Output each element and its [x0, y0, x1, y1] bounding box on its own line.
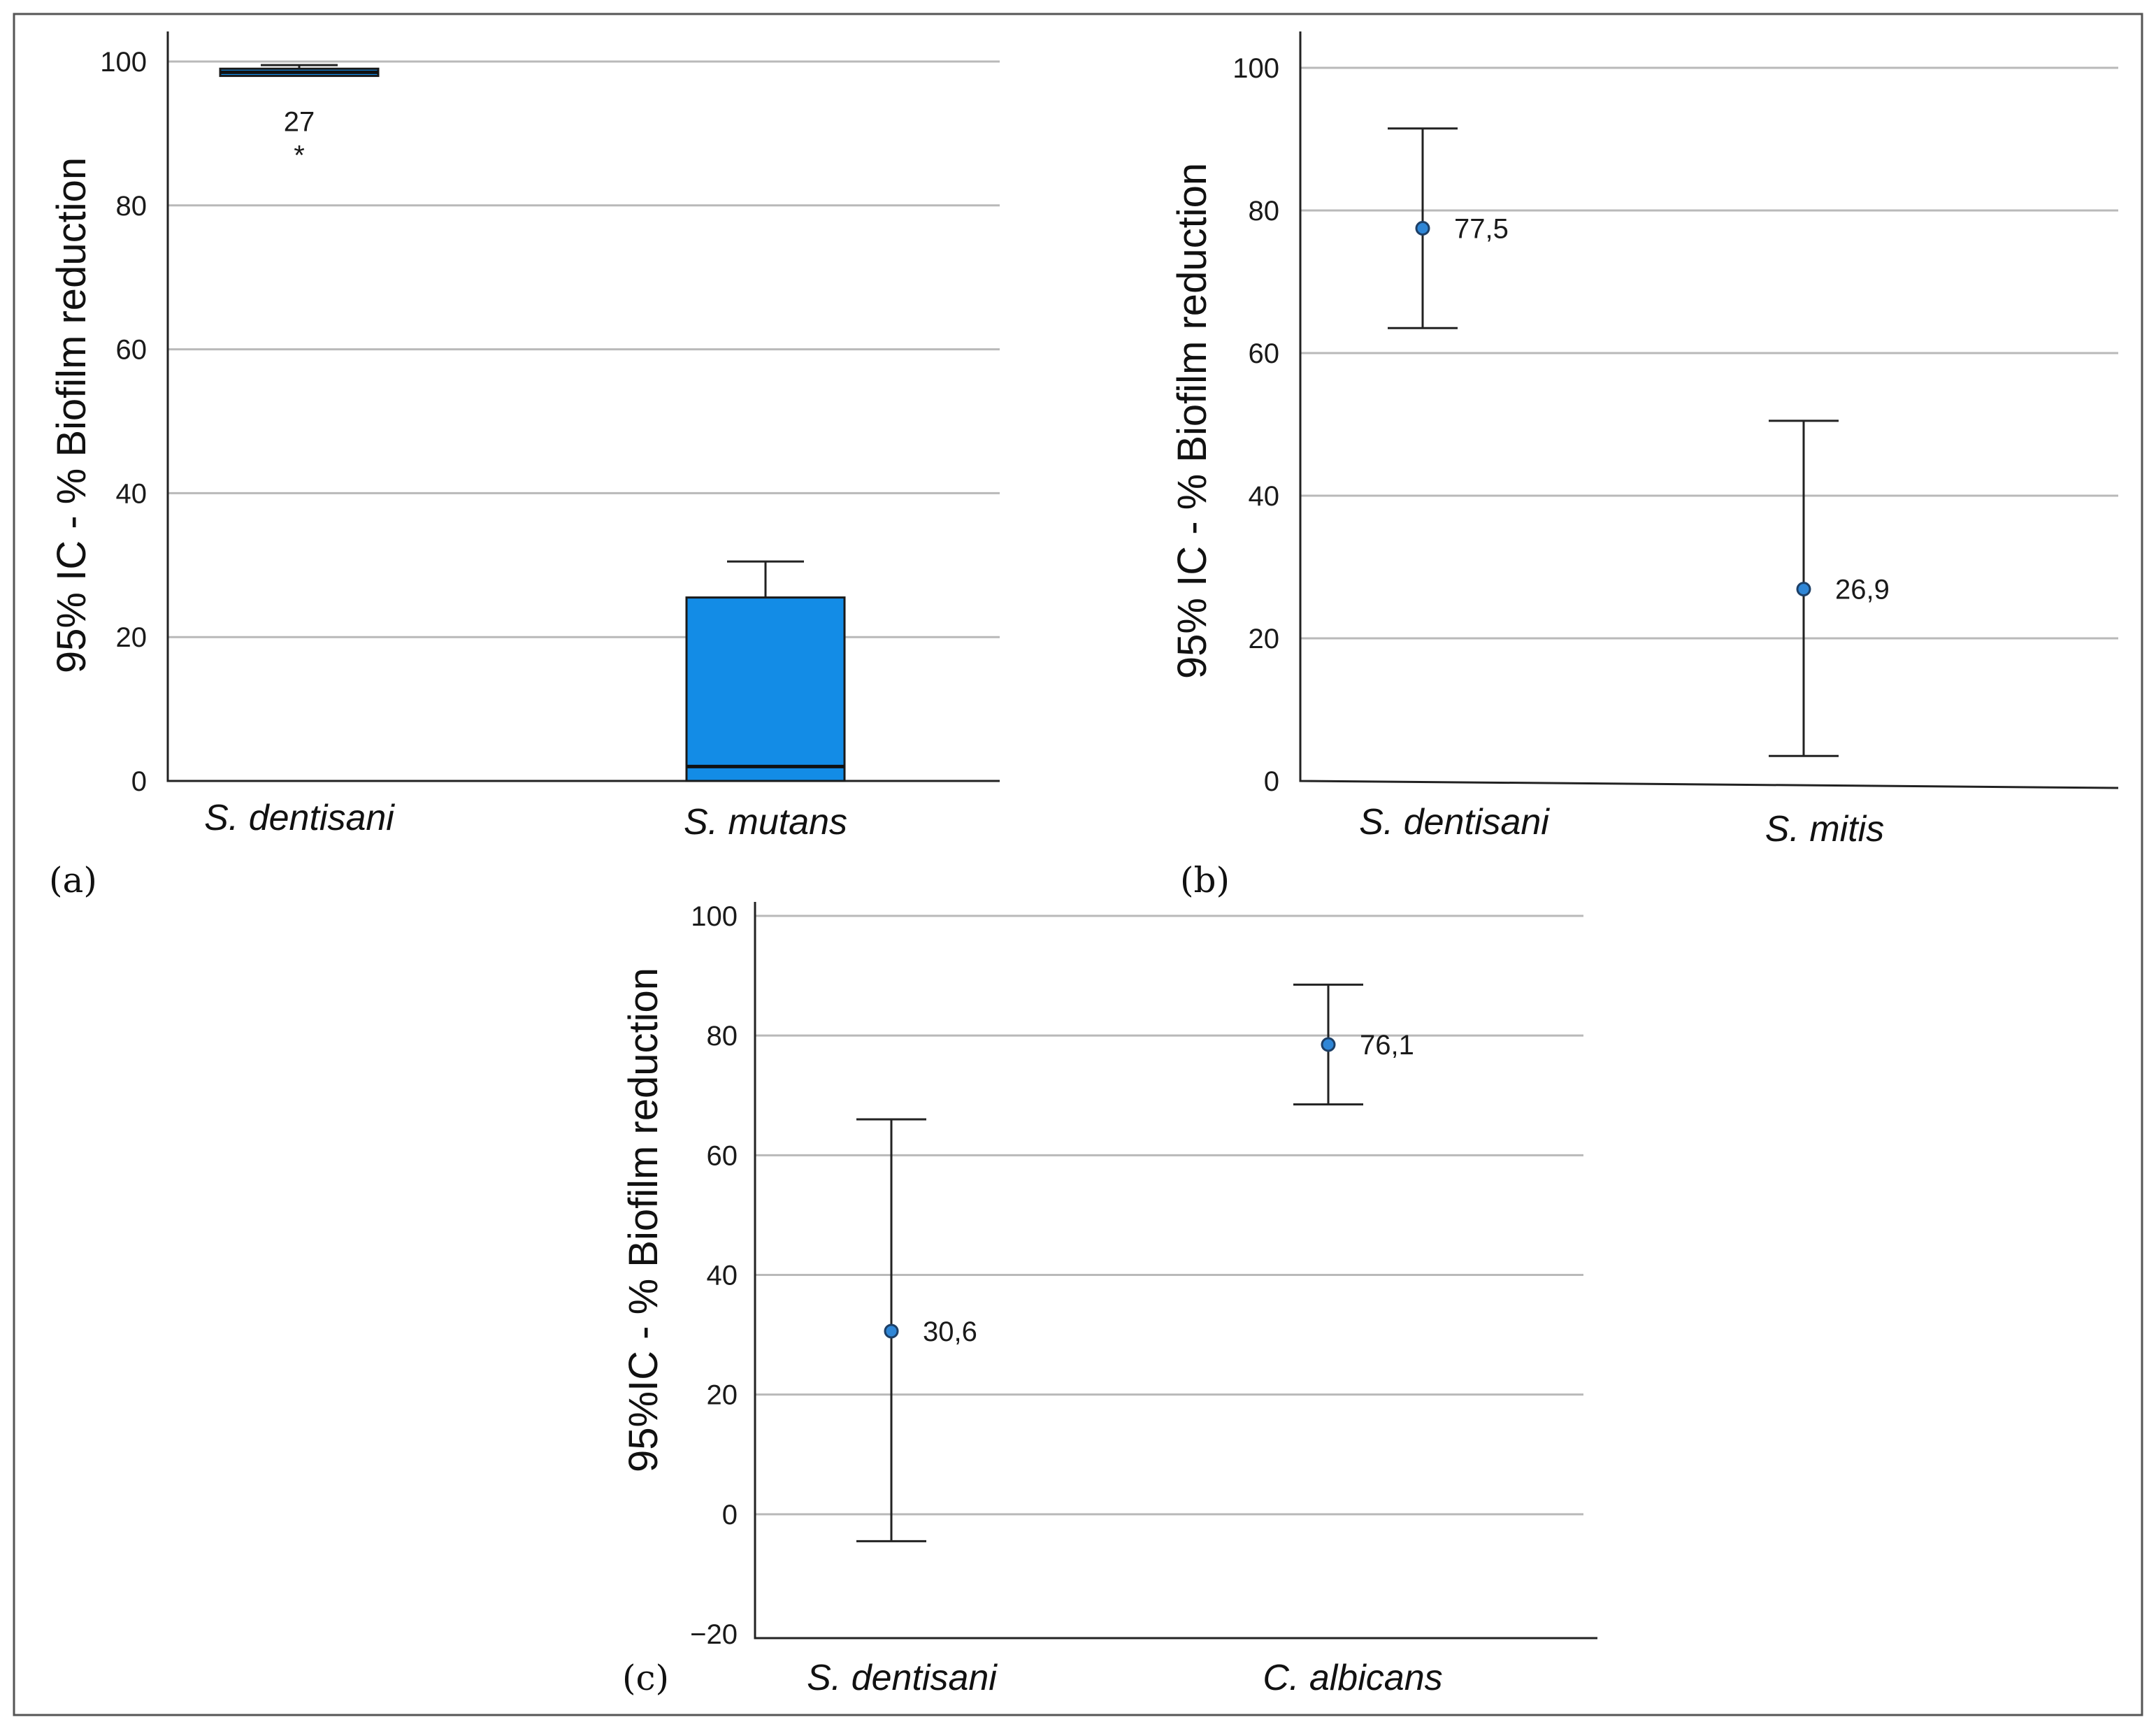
panel-b-y-tick-label: 80	[1249, 196, 1280, 227]
panel-c-label: (c)	[622, 1658, 669, 1698]
panel-a-y-tick-label: 100	[100, 47, 147, 78]
panel-c-axes	[754, 902, 1597, 1640]
panel-b-y-axis-label: 95% IC - % Biofilm reduction	[1170, 163, 1215, 679]
panel-b-mean-label: 77,5	[1454, 214, 1509, 245]
panel-a-y-tick-label: 20	[116, 622, 148, 653]
panel-b-mean-label: 26,9	[1835, 575, 1890, 605]
panel-a-label: (a)	[49, 860, 97, 901]
figure-frame	[13, 13, 2143, 1716]
panel-c-y-tick-label: 40	[707, 1261, 738, 1291]
panel-c-y-tick-label: 60	[707, 1140, 738, 1171]
panel-c-marks: 30,6 76,1	[856, 983, 1414, 1542]
panel-b-y-tick-label: 100	[1232, 53, 1279, 84]
panel-c-y-tick-label: 20	[707, 1380, 738, 1411]
panel-a-category-label-1: S. mutans	[684, 802, 847, 842]
panel-b-y-tick-label: 40	[1249, 481, 1280, 512]
panel-a-y-tick-label: 40	[116, 478, 148, 509]
panel-b: 0 20 40 60 80 100 77,5 26,9 95% IC - % Biofilm…	[1170, 31, 2119, 901]
panel-b-y-tick-label: 0	[1264, 766, 1279, 797]
panel-b-y-tick-label: 60	[1249, 338, 1280, 369]
panel-c-y-ticks: −20 0 20 40 60 80 100	[690, 901, 738, 1650]
panel-b-mean-point	[1415, 221, 1430, 236]
panel-a-outlier-label: 27	[284, 106, 315, 137]
panel-b-mean-point	[1796, 582, 1811, 597]
panel-a-box-1	[685, 596, 846, 782]
panel-c-mean-label: 76,1	[1360, 1030, 1414, 1061]
panel-b-gridlines	[1300, 66, 2118, 640]
panel-a-y-ticks: 0 20 40 60 80 100	[100, 47, 147, 797]
panel-c-y-tick-label: 100	[691, 901, 738, 932]
panel-c: −20 0 20 40 60 80 100 30,6 76,1 95%IC - % Biofi…	[621, 901, 1597, 1698]
panel-b-axes	[1299, 31, 2119, 789]
panel-a-y-axis-label: 95% IC - % Biofilm reduction	[49, 157, 94, 673]
panel-c-category-label-0: S. dentisani	[807, 1658, 998, 1698]
panel-b-label: (b)	[1180, 860, 1230, 901]
panel-a-y-tick-label: 60	[116, 335, 148, 366]
panel-a-axes	[166, 31, 1000, 782]
panel-b-y-ticks: 0 20 40 60 80 100	[1232, 53, 1279, 797]
panel-c-mean-label: 30,6	[923, 1317, 977, 1347]
panel-a-marks: *27	[219, 64, 846, 782]
panel-c-y-tick-label: 80	[707, 1021, 738, 1052]
panel-a-y-tick-label: 0	[131, 766, 147, 797]
panel-a-outlier-marker: *	[294, 140, 305, 171]
panel-c-gridlines	[755, 914, 1583, 1516]
panel-b-category-label-0: S. dentisani	[1359, 802, 1550, 842]
panel-b-y-tick-label: 20	[1249, 624, 1280, 654]
panel-c-y-axis-label: 95%IC - % Biofilm reduction	[621, 968, 666, 1472]
panel-c-y-tick-label: −20	[690, 1619, 738, 1650]
panel-a-category-label-0: S. dentisani	[204, 798, 395, 838]
panel-c-mean-point	[884, 1323, 899, 1339]
panel-c-category-label-1: C. albicans	[1263, 1658, 1442, 1698]
panel-a-y-tick-label: 80	[116, 191, 148, 222]
panel-c-mean-point	[1321, 1037, 1336, 1052]
panel-b-marks: 77,5 26,9	[1388, 127, 1890, 757]
panel-b-category-label-1: S. mitis	[1765, 809, 1884, 849]
panel-a: 0 20 40 60 80 100 *27 95% IC - % Biofilm redu…	[49, 31, 1000, 901]
panel-c-y-tick-label: 0	[722, 1500, 738, 1530]
panel-a-gridlines	[168, 60, 1000, 638]
